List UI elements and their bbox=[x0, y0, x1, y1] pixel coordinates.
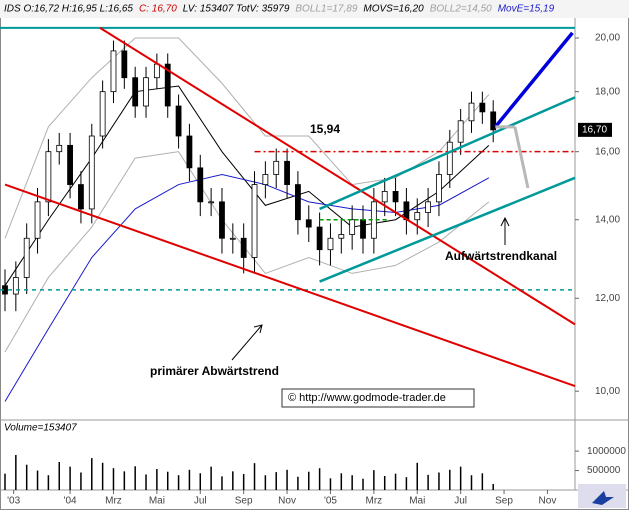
header-bar bbox=[0, 0, 629, 18]
trend-line bbox=[319, 176, 576, 283]
copyright-box bbox=[281, 388, 475, 408]
candle-body bbox=[208, 201, 215, 204]
trend-line bbox=[494, 31, 574, 128]
candle-body bbox=[197, 167, 204, 203]
candle-body bbox=[186, 135, 193, 169]
header: IDS O:16,72 H:16,95 L:16,65 C: 16,70 LV: 1… bbox=[4, 4, 555, 15]
trend-line bbox=[513, 126, 530, 189]
candle-body bbox=[273, 160, 280, 175]
candle-body bbox=[164, 63, 171, 107]
x-tick-label: '03 bbox=[7, 496, 20, 507]
header-item: BOLL1=17,89 bbox=[295, 4, 357, 15]
annotation: primärer Abwärtstrend bbox=[150, 364, 279, 378]
x-tick-label: Sep bbox=[235, 496, 253, 507]
header-item: MovE=15,19 bbox=[498, 4, 555, 15]
candle-body bbox=[99, 91, 106, 137]
copyright: © http://www.godmode-trader.de bbox=[288, 392, 446, 404]
annotation: 15,94 bbox=[310, 122, 340, 136]
candle-body bbox=[240, 237, 247, 258]
candle-body bbox=[349, 219, 356, 235]
x-tick-label: Jul bbox=[454, 496, 467, 507]
candle-body bbox=[284, 160, 290, 185]
candle-body bbox=[88, 135, 95, 210]
candle-body bbox=[381, 191, 388, 203]
arrows bbox=[231, 216, 510, 361]
x-tick-label: Mai bbox=[409, 496, 425, 507]
x-tick-label: Mrz bbox=[105, 496, 122, 507]
candle-body bbox=[446, 141, 453, 175]
candle-body bbox=[457, 120, 464, 143]
candle-body bbox=[121, 50, 128, 79]
candle-body bbox=[490, 111, 497, 131]
trend-line bbox=[99, 27, 576, 326]
y-tick-label: 10,00 bbox=[595, 386, 620, 397]
candle-body bbox=[414, 212, 421, 221]
y-tick-label: 16,00 bbox=[595, 146, 620, 157]
volume-label: Volume=153407 bbox=[4, 423, 77, 434]
candle-body bbox=[175, 105, 182, 137]
candle-body bbox=[12, 277, 19, 295]
price-tag bbox=[578, 122, 612, 137]
trend-line bbox=[4, 183, 576, 388]
price-tag-label: 16,70 bbox=[582, 125, 607, 136]
trend-line bbox=[319, 96, 576, 211]
x-tick-label: Nov bbox=[539, 496, 557, 507]
y-tick-label: 20,00 bbox=[595, 33, 620, 44]
annotation: Aufwärtstrendkanal bbox=[445, 249, 557, 263]
indicator-line bbox=[4, 173, 490, 402]
candle-body bbox=[23, 237, 30, 278]
header-item: LV: 153407 TotV: 35979 bbox=[183, 4, 290, 15]
candle-body bbox=[251, 184, 258, 258]
x-tick-label: Jul bbox=[194, 496, 207, 507]
candle-body bbox=[143, 77, 149, 107]
x-tick-label: Mrz bbox=[366, 496, 383, 507]
candle-body bbox=[110, 50, 117, 93]
candle-body bbox=[219, 201, 225, 239]
tool-icon bbox=[592, 491, 614, 505]
y-tick-label: 500000 bbox=[587, 465, 621, 476]
candle-body bbox=[468, 102, 475, 122]
candle-body bbox=[132, 77, 139, 107]
candle-body bbox=[34, 201, 41, 239]
y-tick-label: 1000000 bbox=[587, 446, 626, 457]
candle-body bbox=[305, 219, 312, 228]
candle-body bbox=[479, 102, 486, 113]
indicator-line bbox=[4, 85, 490, 286]
candle-body bbox=[392, 191, 399, 203]
candle-body bbox=[295, 184, 301, 221]
header-item: MOVS=16,20 bbox=[363, 4, 424, 15]
candle-body bbox=[316, 226, 323, 251]
candle-body bbox=[360, 219, 366, 239]
price-panel bbox=[0, 26, 576, 402]
candle-body bbox=[327, 237, 334, 251]
candle-body bbox=[425, 201, 432, 213]
y-tick-label: 12,00 bbox=[595, 293, 620, 304]
header-item: BOLL2=14,50 bbox=[430, 4, 492, 15]
candle-body bbox=[153, 63, 160, 79]
candle-body bbox=[67, 144, 73, 185]
y-tick-label: 14,00 bbox=[595, 214, 620, 225]
header-item: IDS O:16,72 H:16,95 L:16,65 bbox=[4, 4, 133, 15]
candle-body bbox=[262, 174, 269, 185]
header-item: C: 16,70 bbox=[139, 4, 177, 15]
y-tick-label: 18,00 bbox=[595, 86, 620, 97]
candle-body bbox=[45, 151, 52, 203]
x-tick-label: '05 bbox=[324, 496, 337, 507]
x-tick-label: Nov bbox=[278, 496, 296, 507]
x-tick-label: '04 bbox=[64, 496, 77, 507]
candle-body bbox=[78, 184, 84, 210]
candle-body bbox=[56, 144, 63, 153]
x-tick-label: Sep bbox=[495, 496, 513, 507]
candle-body bbox=[338, 234, 345, 239]
x-tick-label: Mai bbox=[149, 496, 165, 507]
candle-body bbox=[436, 174, 442, 203]
candle-body bbox=[229, 237, 236, 240]
